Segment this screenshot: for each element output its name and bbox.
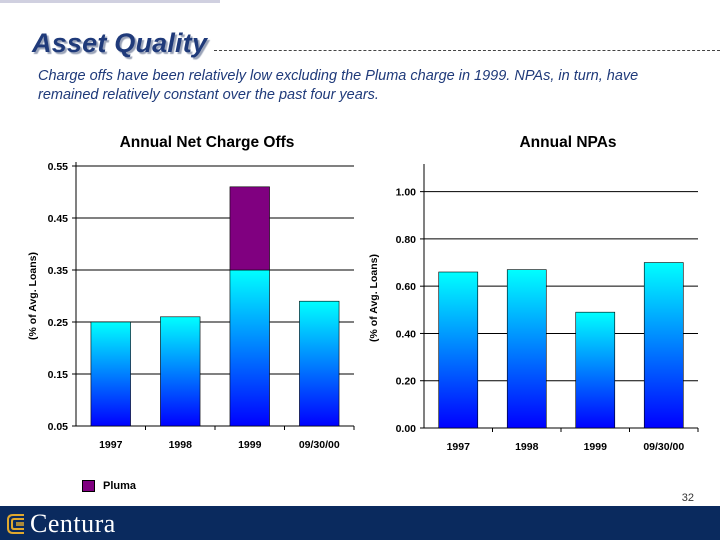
x-tick-label: 1999 bbox=[584, 441, 608, 453]
x-tick-label: 1997 bbox=[447, 441, 471, 453]
y-axis-label: (% of Avg. Loans) bbox=[27, 252, 39, 340]
chart-legend: Pluma bbox=[82, 480, 136, 492]
npas-plot: Annual NPAs (% of Avg. Loans) 0.00 0.20 0.40… bbox=[368, 134, 699, 453]
x-tick-label: 1998 bbox=[169, 439, 193, 451]
chart-title: Annual Net Charge Offs bbox=[120, 134, 295, 151]
centura-logo-icon bbox=[7, 514, 24, 534]
y-tick-label: 0.60 bbox=[396, 281, 417, 293]
bar bbox=[575, 311, 616, 429]
y-tick-label: 0.45 bbox=[48, 213, 69, 225]
y-tick-label: 0.40 bbox=[396, 328, 417, 340]
x-tick-label: 1998 bbox=[515, 441, 539, 453]
bar bbox=[229, 269, 270, 427]
npas-chart: Annual NPAs (% of Avg. Loans) 0.00 0.20 0.40… bbox=[360, 128, 720, 468]
bar bbox=[438, 271, 479, 429]
y-tick-label: 0.35 bbox=[48, 265, 69, 277]
y-tick-label: 0.20 bbox=[396, 376, 417, 388]
title-dashed-rule bbox=[214, 50, 720, 51]
net-charge-offs-plot: Annual Net Charge Offs (% of Avg. Loans) 0… bbox=[27, 134, 355, 451]
bar bbox=[90, 321, 131, 427]
x-tick-label: 1999 bbox=[238, 439, 262, 451]
slide-title: Asset Quality bbox=[32, 28, 208, 58]
chart-title: Annual NPAs bbox=[519, 134, 616, 151]
page-number: 32 bbox=[681, 492, 694, 504]
legend-swatch-pluma bbox=[82, 480, 95, 492]
bar-pluma bbox=[229, 186, 270, 271]
x-tick-label: 1997 bbox=[99, 439, 123, 451]
y-tick-label: 0.25 bbox=[48, 317, 69, 329]
bar bbox=[643, 262, 684, 429]
y-tick-label: 1.00 bbox=[396, 187, 417, 199]
bar bbox=[299, 300, 340, 427]
x-tick-label: 09/30/00 bbox=[299, 439, 340, 451]
footer-bar: Centura bbox=[0, 506, 720, 540]
y-tick-label: 0.05 bbox=[48, 421, 69, 433]
bar bbox=[506, 269, 547, 429]
bar bbox=[160, 316, 201, 427]
x-tick-label: 09/30/00 bbox=[643, 441, 684, 453]
y-tick-label: 0.55 bbox=[48, 161, 69, 173]
top-rule bbox=[0, 0, 220, 3]
legend-label-pluma: Pluma bbox=[103, 480, 137, 492]
y-tick-label: 0.80 bbox=[396, 234, 417, 246]
net-charge-offs-chart: Annual Net Charge Offs (% of Avg. Loans) 0… bbox=[0, 128, 360, 468]
y-axis-label: (% of Avg. Loans) bbox=[368, 254, 380, 342]
footer-brand: Centura bbox=[30, 509, 116, 538]
y-tick-label: 0.00 bbox=[396, 423, 417, 435]
slide-subtitle: Charge offs have been relatively low exc… bbox=[38, 68, 639, 103]
y-tick-label: 0.15 bbox=[48, 369, 69, 381]
